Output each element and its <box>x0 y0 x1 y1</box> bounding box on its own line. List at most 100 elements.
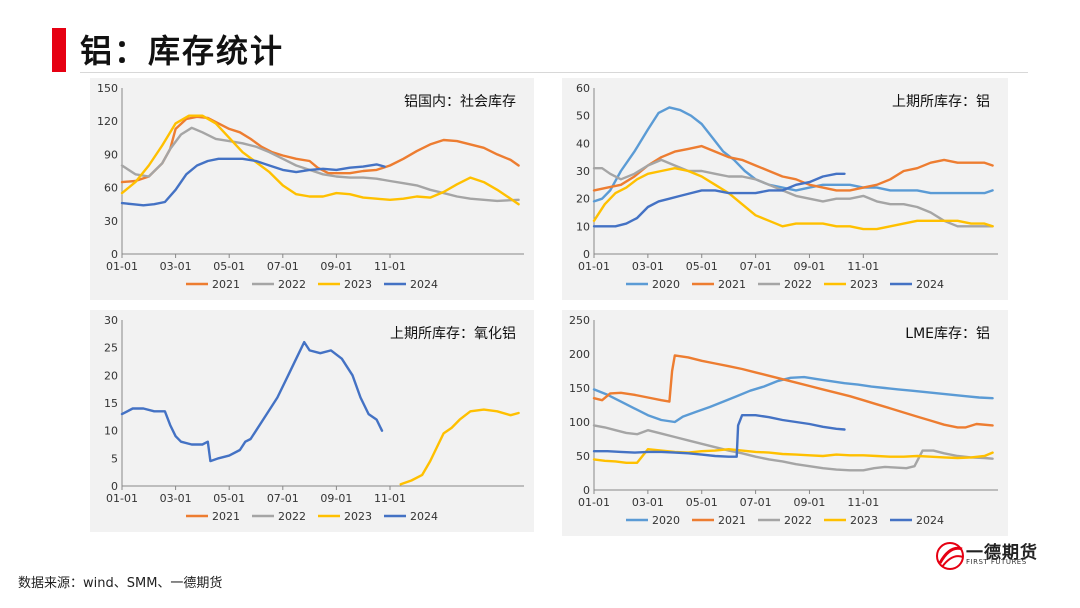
y-tick-label: 30 <box>104 314 118 327</box>
legend-label-2023: 2023 <box>850 514 878 527</box>
series-line-2024 <box>592 172 846 228</box>
logo-text: 一德期货 <box>966 543 1038 563</box>
y-tick-label: 10 <box>576 220 590 233</box>
legend-label-2022: 2022 <box>784 278 812 291</box>
legend-label-2022: 2022 <box>278 510 306 523</box>
series-line-2020 <box>592 106 994 203</box>
x-tick-label: 09-01 <box>793 496 825 509</box>
y-tick-label: 40 <box>576 137 590 150</box>
y-tick-label: 5 <box>111 452 118 465</box>
x-tick-label: 05-01 <box>213 492 245 505</box>
legend-label-2023: 2023 <box>344 510 372 523</box>
chart-title: 上期所库存：铝 <box>892 94 990 110</box>
y-tick-label: 200 <box>569 348 590 361</box>
chart-panel-shfe-aluminum: 0 10 20 30 40 50 60 01-01 03-01 05-01 07-01 09-01 11… <box>562 78 1008 300</box>
logo-subtext: FIRST FUTURES <box>966 558 1027 566</box>
series-line-2023 <box>592 448 994 464</box>
chart-panel-lme-aluminum: 0 50 100 150 200 250 01-01 03-01 05-01 07-01 09-01… <box>562 310 1008 536</box>
page-title: 铝：库存统计 <box>80 32 285 70</box>
legend-label-2021: 2021 <box>718 514 746 527</box>
y-tick-label: 50 <box>576 450 590 463</box>
legend-label-2024: 2024 <box>916 514 944 527</box>
y-tick-label: 150 <box>569 382 590 395</box>
x-tick-label: 09-01 <box>320 260 352 273</box>
legend-label-2024: 2024 <box>916 278 944 291</box>
y-tick-label: 50 <box>576 110 590 123</box>
series-line-2024 <box>120 157 386 207</box>
x-tick-label: 11-01 <box>374 492 406 505</box>
title-accent-bar <box>52 28 66 72</box>
series-line-2023 <box>592 167 994 231</box>
y-tick-label: 15 <box>104 397 118 410</box>
legend-label-2020: 2020 <box>652 278 680 291</box>
x-tick-label: 07-01 <box>740 496 772 509</box>
legend-label-2023: 2023 <box>850 278 878 291</box>
series-line-2022 <box>592 158 994 228</box>
y-tick-label: 100 <box>569 416 590 429</box>
x-tick-label: 07-01 <box>740 260 772 273</box>
series-line-2021 <box>120 115 520 184</box>
y-tick-label: 10 <box>104 425 118 438</box>
y-tick-label: 0 <box>583 248 590 261</box>
series-line-2023 <box>399 408 520 486</box>
chart-svg-c2: 0 10 20 30 40 50 60 01-01 03-01 05-01 07-01 09-01 11… <box>576 82 998 291</box>
x-tick-label: 01-01 <box>106 492 138 505</box>
x-tick-label: 07-01 <box>267 492 299 505</box>
y-tick-label: 0 <box>583 484 590 497</box>
series-line-2024 <box>592 414 846 458</box>
series-line-2023 <box>120 114 520 206</box>
x-tick-label: 11-01 <box>847 496 879 509</box>
legend-label-2024: 2024 <box>410 278 438 291</box>
series-line-2020 <box>592 375 994 424</box>
series-line-2022 <box>120 126 520 203</box>
x-tick-label: 05-01 <box>686 496 718 509</box>
x-tick-label: 01-01 <box>578 496 610 509</box>
series-line-2022 <box>592 424 994 472</box>
x-tick-label: 03-01 <box>160 260 192 273</box>
chart-title: 铝国内：社会库存 <box>404 94 516 110</box>
y-tick-label: 0 <box>111 480 118 493</box>
x-tick-label: 05-01 <box>686 260 718 273</box>
y-tick-label: 0 <box>111 248 118 261</box>
y-tick-label: 150 <box>97 82 118 95</box>
series-line-2021 <box>592 354 994 429</box>
chart-title: LME库存：铝 <box>905 326 990 342</box>
legend-label-2021: 2021 <box>212 510 240 523</box>
y-tick-label: 90 <box>104 148 118 161</box>
x-tick-label: 05-01 <box>213 260 245 273</box>
series-line-2024 <box>120 340 384 463</box>
chart-svg-c4: 0 50 100 150 200 250 01-01 03-01 05-01 07-01 09-01… <box>569 314 998 527</box>
x-tick-label: 09-01 <box>793 260 825 273</box>
x-tick-label: 03-01 <box>632 260 664 273</box>
y-tick-label: 20 <box>576 193 590 206</box>
y-tick-label: 20 <box>104 369 118 382</box>
x-tick-label: 11-01 <box>374 260 406 273</box>
y-tick-label: 30 <box>576 165 590 178</box>
legend-label-2022: 2022 <box>784 514 812 527</box>
legend-label-2021: 2021 <box>212 278 240 291</box>
y-tick-label: 60 <box>104 182 118 195</box>
legend-label-2020: 2020 <box>652 514 680 527</box>
chart-svg-c1: 0 30 60 90 120 150 01-01 03-01 05-01 07-01 09-01 11… <box>97 82 524 291</box>
legend-label-2024: 2024 <box>410 510 438 523</box>
legend-label-2023: 2023 <box>344 278 372 291</box>
y-tick-label: 30 <box>104 215 118 228</box>
x-tick-label: 03-01 <box>160 492 192 505</box>
y-tick-label: 25 <box>104 342 118 355</box>
legend-label-2022: 2022 <box>278 278 306 291</box>
x-tick-label: 01-01 <box>106 260 138 273</box>
y-tick-label: 250 <box>569 314 590 327</box>
x-tick-label: 11-01 <box>847 260 879 273</box>
chart-title: 上期所库存：氧化铝 <box>390 326 516 342</box>
x-tick-label: 07-01 <box>267 260 299 273</box>
source-note: 数据来源：wind、SMM、一德期货 <box>18 576 223 591</box>
chart-svg-c3: 0 5 10 15 20 25 30 01-01 03-01 05-01 07-01 09-01 11-… <box>104 314 524 523</box>
chart-panel-shfe-alumina: 0 5 10 15 20 25 30 01-01 03-01 05-01 07-01 09-01 11-… <box>90 310 534 532</box>
chart-panel-social-inventory: 0 30 60 90 120 150 01-01 03-01 05-01 07-01 09-01 11… <box>90 78 534 300</box>
y-tick-label: 120 <box>97 115 118 128</box>
title-divider <box>80 72 1028 73</box>
legend-label-2021: 2021 <box>718 278 746 291</box>
x-tick-label: 01-01 <box>578 260 610 273</box>
y-tick-label: 60 <box>576 82 590 95</box>
x-tick-label: 03-01 <box>632 496 664 509</box>
